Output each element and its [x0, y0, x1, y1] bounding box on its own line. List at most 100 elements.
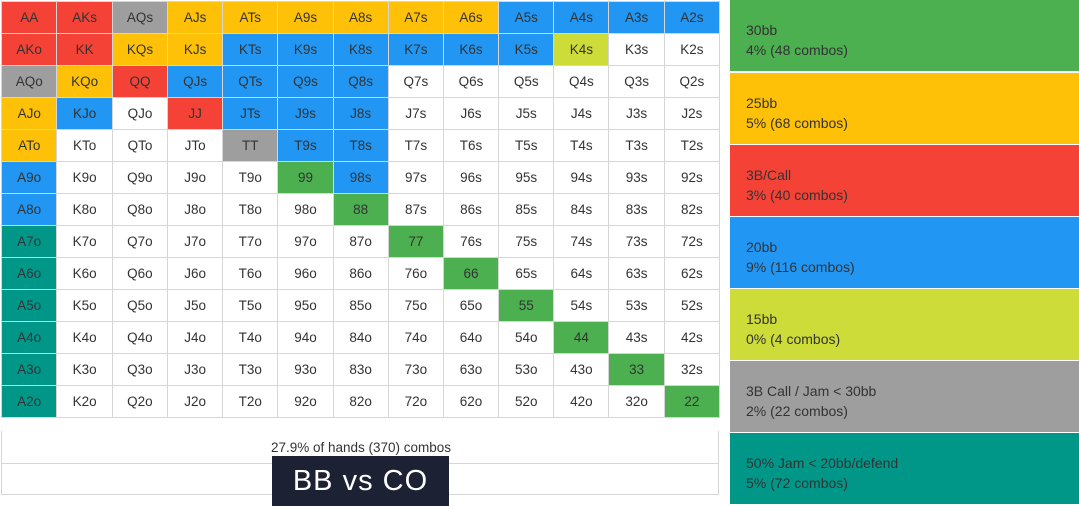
- hand-cell[interactable]: 53o: [498, 353, 555, 386]
- hand-cell[interactable]: 85o: [332, 289, 389, 322]
- hand-cell[interactable]: 97o: [277, 225, 334, 258]
- hand-cell[interactable]: K7s: [387, 33, 444, 66]
- hand-cell[interactable]: 97s: [387, 161, 444, 194]
- hand-cell[interactable]: J3o: [167, 353, 224, 386]
- hand-cell[interactable]: Q6o: [111, 257, 169, 290]
- hand-cell[interactable]: T9o: [222, 161, 279, 194]
- hand-cell[interactable]: K8s: [332, 33, 389, 66]
- hand-cell[interactable]: JTo: [167, 129, 224, 162]
- hand-cell[interactable]: 94s: [553, 161, 610, 194]
- hand-cell[interactable]: 64s: [553, 257, 610, 290]
- hand-cell[interactable]: JTs: [222, 97, 279, 130]
- hand-cell[interactable]: 92s: [663, 161, 721, 194]
- hand-cell[interactable]: T5s: [498, 129, 555, 162]
- hand-cell[interactable]: A9o: [0, 161, 58, 194]
- hand-cell[interactable]: J3s: [608, 97, 665, 130]
- hand-cell[interactable]: 99: [277, 161, 334, 194]
- hand-cell[interactable]: A3o: [0, 353, 58, 386]
- hand-cell[interactable]: 87o: [332, 225, 389, 258]
- hand-cell[interactable]: T7o: [222, 225, 279, 258]
- hand-cell[interactable]: 83s: [608, 193, 665, 226]
- hand-cell[interactable]: 93s: [608, 161, 665, 194]
- hand-cell[interactable]: 73s: [608, 225, 665, 258]
- hand-cell[interactable]: Q8s: [332, 65, 389, 98]
- hand-cell[interactable]: 83o: [332, 353, 389, 386]
- hand-cell[interactable]: KK: [56, 33, 113, 66]
- hand-cell[interactable]: J2s: [663, 97, 721, 130]
- hand-cell[interactable]: 75s: [498, 225, 555, 258]
- hand-cell[interactable]: 96o: [277, 257, 334, 290]
- hand-cell[interactable]: A6s: [442, 1, 500, 34]
- hand-cell[interactable]: 96s: [442, 161, 500, 194]
- hand-cell[interactable]: K5o: [56, 289, 113, 322]
- hand-cell[interactable]: 42s: [663, 321, 721, 354]
- hand-cell[interactable]: Q4o: [111, 321, 169, 354]
- hand-cell[interactable]: J5o: [167, 289, 224, 322]
- hand-cell[interactable]: 73o: [387, 353, 444, 386]
- hand-cell[interactable]: AKo: [0, 33, 58, 66]
- hand-cell[interactable]: 43s: [608, 321, 665, 354]
- hand-cell[interactable]: AJo: [0, 97, 58, 130]
- hand-cell[interactable]: KTo: [56, 129, 113, 162]
- hand-cell[interactable]: T3o: [222, 353, 279, 386]
- hand-cell[interactable]: TT: [222, 129, 279, 162]
- hand-cell[interactable]: ATo: [0, 129, 58, 162]
- hand-cell[interactable]: T8s: [332, 129, 389, 162]
- hand-cell[interactable]: 64o: [442, 321, 500, 354]
- hand-cell[interactable]: ATs: [222, 1, 279, 34]
- hand-cell[interactable]: J6o: [167, 257, 224, 290]
- hand-cell[interactable]: AQo: [0, 65, 58, 98]
- hand-cell[interactable]: 92o: [277, 385, 334, 418]
- hand-cell[interactable]: 77: [387, 225, 444, 258]
- hand-cell[interactable]: A2s: [663, 1, 721, 34]
- hand-cell[interactable]: 33: [608, 353, 665, 386]
- hand-cell[interactable]: AQs: [111, 1, 169, 34]
- hand-cell[interactable]: A5o: [0, 289, 58, 322]
- hand-cell[interactable]: QQ: [111, 65, 169, 98]
- hand-cell[interactable]: 76s: [442, 225, 500, 258]
- hand-cell[interactable]: 42o: [553, 385, 610, 418]
- hand-cell[interactable]: 55: [498, 289, 555, 322]
- hand-cell[interactable]: 82s: [663, 193, 721, 226]
- hand-cell[interactable]: J2o: [167, 385, 224, 418]
- hand-cell[interactable]: 43o: [553, 353, 610, 386]
- hand-cell[interactable]: K3o: [56, 353, 113, 386]
- hand-cell[interactable]: K3s: [608, 33, 665, 66]
- hand-cell[interactable]: 84s: [553, 193, 610, 226]
- hand-cell[interactable]: T2o: [222, 385, 279, 418]
- hand-cell[interactable]: 74o: [387, 321, 444, 354]
- hand-cell[interactable]: 62s: [663, 257, 721, 290]
- hand-cell[interactable]: Q7o: [111, 225, 169, 258]
- hand-cell[interactable]: AJs: [167, 1, 224, 34]
- hand-cell[interactable]: 52o: [498, 385, 555, 418]
- hand-cell[interactable]: J9s: [277, 97, 334, 130]
- hand-cell[interactable]: 88: [332, 193, 389, 226]
- hand-cell[interactable]: 82o: [332, 385, 389, 418]
- hand-cell[interactable]: KQs: [111, 33, 169, 66]
- hand-cell[interactable]: Q6s: [442, 65, 500, 98]
- hand-cell[interactable]: 62o: [442, 385, 500, 418]
- hand-cell[interactable]: 72o: [387, 385, 444, 418]
- hand-cell[interactable]: QJs: [167, 65, 224, 98]
- hand-cell[interactable]: Q9o: [111, 161, 169, 194]
- hand-cell[interactable]: 65o: [442, 289, 500, 322]
- hand-cell[interactable]: T6s: [442, 129, 500, 162]
- hand-cell[interactable]: 63s: [608, 257, 665, 290]
- hand-cell[interactable]: J6s: [442, 97, 500, 130]
- hand-cell[interactable]: 75o: [387, 289, 444, 322]
- hand-cell[interactable]: Q3o: [111, 353, 169, 386]
- hand-cell[interactable]: KTs: [222, 33, 279, 66]
- hand-cell[interactable]: Q8o: [111, 193, 169, 226]
- hand-cell[interactable]: K6s: [442, 33, 500, 66]
- hand-cell[interactable]: A7s: [387, 1, 444, 34]
- hand-cell[interactable]: K2s: [663, 33, 721, 66]
- hand-cell[interactable]: A2o: [0, 385, 58, 418]
- hand-cell[interactable]: 32o: [608, 385, 665, 418]
- hand-cell[interactable]: J5s: [498, 97, 555, 130]
- hand-cell[interactable]: 63o: [442, 353, 500, 386]
- hand-cell[interactable]: Q5s: [498, 65, 555, 98]
- hand-cell[interactable]: 85s: [498, 193, 555, 226]
- hand-cell[interactable]: J7s: [387, 97, 444, 130]
- hand-cell[interactable]: Q9s: [277, 65, 334, 98]
- hand-cell[interactable]: K4o: [56, 321, 113, 354]
